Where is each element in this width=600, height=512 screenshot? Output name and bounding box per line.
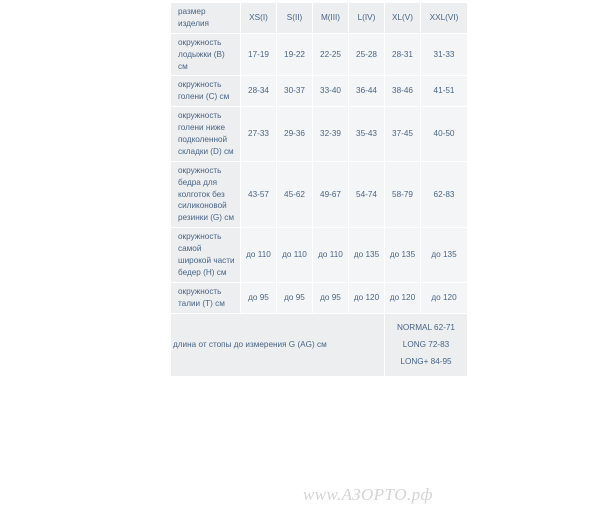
cell-thigh-s: 45-62 — [276, 160, 313, 229]
cell-waist-s: до 95 — [276, 281, 313, 314]
cell-calf-xxl: 41-51 — [420, 75, 468, 108]
row-label-waist: окружность талии (T) см — [170, 281, 241, 314]
row-label-below-knee: окружность голени ниже подколенной склад… — [170, 106, 241, 162]
cell-thigh-l: 54-74 — [348, 160, 385, 229]
header-size-s: S(II) — [276, 2, 313, 34]
cell-thigh-m: 49-67 — [312, 160, 349, 229]
table-row: окружность голени (C) см 28-34 30-37 33-… — [170, 75, 468, 108]
cell-ankle-s: 19-22 — [276, 32, 313, 77]
cell-waist-xs: до 95 — [240, 281, 277, 314]
table-row: окружность талии (T) см до 95 до 95 до 9… — [170, 281, 468, 314]
cell-waist-xl: до 120 — [384, 281, 421, 314]
table-row: окружность самой широкой части бедер (H)… — [170, 227, 468, 283]
cell-below-knee-xxl: 40-50 — [420, 106, 468, 162]
cell-below-knee-l: 35-43 — [348, 106, 385, 162]
row-label-widest-hip: окружность самой широкой части бедер (H)… — [170, 227, 241, 283]
cell-waist-xxl: до 120 — [420, 281, 468, 314]
cell-below-knee-xs: 27-33 — [240, 106, 277, 162]
cell-below-knee-xl: 37-45 — [384, 106, 421, 162]
cell-calf-s: 30-37 — [276, 75, 313, 108]
header-size-xxl: XXL(VI) — [420, 2, 468, 34]
header-size-xl: XL(V) — [384, 2, 421, 34]
cell-ankle-xl: 28-31 — [384, 32, 421, 77]
cell-calf-xl: 38-46 — [384, 75, 421, 108]
cell-ankle-xxl: 31-33 — [420, 32, 468, 77]
table-row: окружность бедра для колготок без силико… — [170, 160, 468, 229]
cell-widest-hip-xs: до 110 — [240, 227, 277, 283]
header-size-m: M(III) — [312, 2, 349, 34]
size-chart-table: размер изделия XS(I) S(II) M(III) L(IV) … — [170, 2, 468, 378]
header-size-label: размер изделия — [170, 2, 241, 34]
cell-calf-m: 33-40 — [312, 75, 349, 108]
cell-calf-l: 36-44 — [348, 75, 385, 108]
cell-widest-hip-xxl: до 135 — [420, 227, 468, 283]
row-label-calf: окружность голени (C) см — [170, 75, 241, 108]
table-row: окружность голени ниже подколенной склад… — [170, 106, 468, 162]
size-chart-container: размер изделия XS(I) S(II) M(III) L(IV) … — [170, 2, 468, 378]
site-watermark: www.АЗОРТО.рф — [303, 485, 433, 504]
cell-widest-hip-s: до 110 — [276, 227, 313, 283]
cell-widest-hip-m: до 110 — [312, 227, 349, 283]
length-options: NORMAL 62-71 LONG 72-83 LONG+ 84-95 — [384, 312, 468, 378]
cell-thigh-xl: 58-79 — [384, 160, 421, 229]
cell-calf-xs: 28-34 — [240, 75, 277, 108]
size-chart-body: размер изделия XS(I) S(II) M(III) L(IV) … — [170, 2, 468, 378]
row-label-ankle: окружность лодыжки (B) см — [170, 32, 241, 77]
header-size-xs: XS(I) — [240, 2, 277, 34]
row-label-thigh: окружность бедра для колготок без силико… — [170, 160, 241, 229]
cell-widest-hip-xl: до 135 — [384, 227, 421, 283]
cell-waist-l: до 120 — [348, 281, 385, 314]
table-header-row: размер изделия XS(I) S(II) M(III) L(IV) … — [170, 2, 468, 34]
row-label-length: длина от стопы до измерения G (AG) см — [170, 312, 385, 378]
cell-waist-m: до 95 — [312, 281, 349, 314]
cell-ankle-xs: 17-19 — [240, 32, 277, 77]
cell-ankle-l: 25-28 — [348, 32, 385, 77]
header-size-l: L(IV) — [348, 2, 385, 34]
cell-ankle-m: 22-25 — [312, 32, 349, 77]
cell-below-knee-s: 29-36 — [276, 106, 313, 162]
cell-thigh-xs: 43-57 — [240, 160, 277, 229]
table-row: окружность лодыжки (B) см 17-19 19-22 22… — [170, 32, 468, 77]
length-option-normal: NORMAL 62-71 — [397, 323, 455, 333]
table-length-row: длина от стопы до измерения G (AG) см NO… — [170, 312, 468, 378]
length-option-long: LONG 72-83 — [402, 339, 450, 349]
cell-below-knee-m: 32-39 — [312, 106, 349, 162]
cell-widest-hip-l: до 135 — [348, 227, 385, 283]
cell-thigh-xxl: 62-83 — [420, 160, 468, 229]
length-option-longplus: LONG+ 84-95 — [400, 356, 452, 366]
